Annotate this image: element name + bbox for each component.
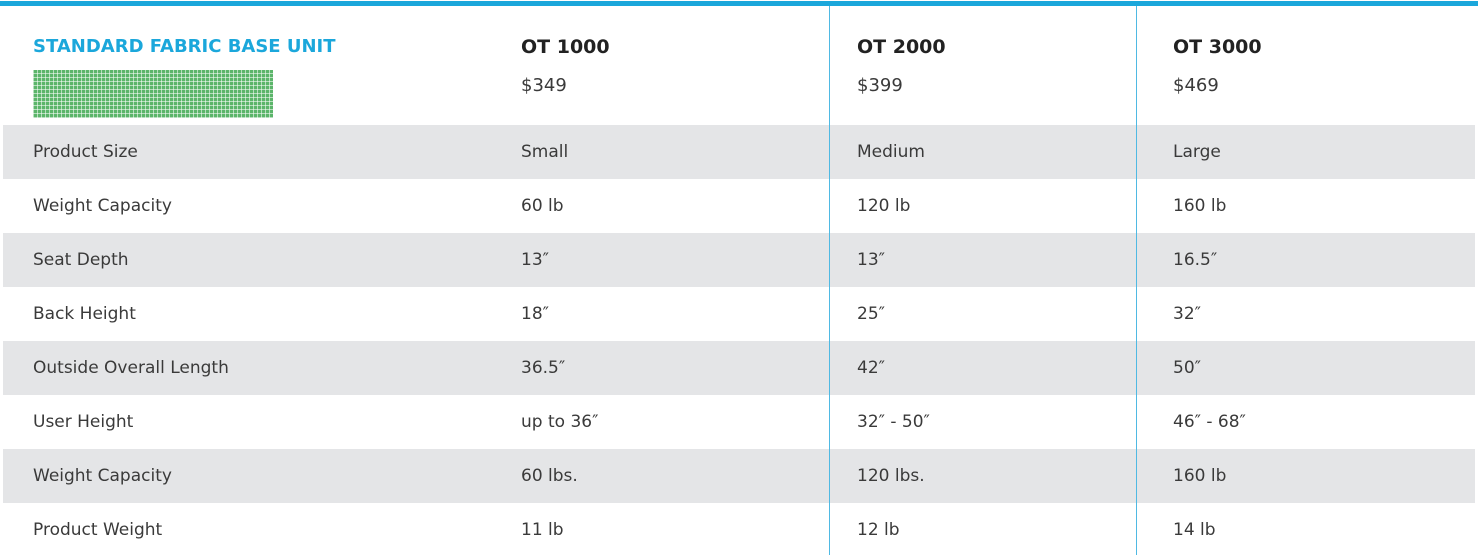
cell-value: 32″ <box>1173 287 1201 341</box>
cell-value: up to 36″ <box>521 395 598 449</box>
table-row: Weight Capacity 60 lb 120 lb 160 lb <box>3 179 1475 233</box>
table-row: Product Weight 11 lb 12 lb 14 lb <box>3 503 1475 557</box>
cell-value: 36.5″ <box>521 341 565 395</box>
row-label: Weight Capacity <box>33 449 172 503</box>
product-price: $349 <box>521 75 567 96</box>
row-label: Back Height <box>33 287 136 341</box>
cell-value: Medium <box>857 125 925 179</box>
cell-value: 32″ - 50″ <box>857 395 930 449</box>
cell-value: 60 lbs. <box>521 449 578 503</box>
cell-value: 13″ <box>521 233 549 287</box>
top-rule <box>0 1 1478 6</box>
column-divider <box>829 6 830 555</box>
cell-value: 160 lb <box>1173 449 1226 503</box>
row-label: Weight Capacity <box>33 179 172 233</box>
fabric-swatch <box>33 70 273 118</box>
cell-value: 120 lb <box>857 179 910 233</box>
row-label: Product Weight <box>33 503 162 557</box>
table-row: User Height up to 36″ 32″ - 50″ 46″ - 68″ <box>3 395 1475 449</box>
cell-value: 13″ <box>857 233 885 287</box>
product-price: $399 <box>857 75 903 96</box>
cell-value: 18″ <box>521 287 549 341</box>
table-row: Seat Depth 13″ 13″ 16.5″ <box>3 233 1475 287</box>
cell-value: 46″ - 68″ <box>1173 395 1246 449</box>
table-row: Product Size Small Medium Large <box>3 125 1475 179</box>
table-row: Outside Overall Length 36.5″ 42″ 50″ <box>3 341 1475 395</box>
cell-value: Large <box>1173 125 1221 179</box>
cell-value: 50″ <box>1173 341 1201 395</box>
row-label: Product Size <box>33 125 138 179</box>
cell-value: 12 lb <box>857 503 900 557</box>
cell-value: 160 lb <box>1173 179 1226 233</box>
product-name: OT 1000 <box>521 36 610 58</box>
comparison-table: STANDARD FABRIC BASE UNIT OT 1000 $349 OT … <box>0 0 1478 555</box>
table-title: STANDARD FABRIC BASE UNIT <box>33 36 336 57</box>
cell-value: 16.5″ <box>1173 233 1217 287</box>
cell-value: 11 lb <box>521 503 564 557</box>
row-label: Outside Overall Length <box>33 341 229 395</box>
cell-value: 60 lb <box>521 179 564 233</box>
cell-value: 25″ <box>857 287 885 341</box>
cell-value: 14 lb <box>1173 503 1216 557</box>
cell-value: 42″ <box>857 341 885 395</box>
row-label: User Height <box>33 395 133 449</box>
cell-value: Small <box>521 125 568 179</box>
product-name: OT 2000 <box>857 36 946 58</box>
table-row: Weight Capacity 60 lbs. 120 lbs. 160 lb <box>3 449 1475 503</box>
product-price: $469 <box>1173 75 1219 96</box>
column-divider <box>1136 6 1137 555</box>
cell-value: 120 lbs. <box>857 449 925 503</box>
table-row: Back Height 18″ 25″ 32″ <box>3 287 1475 341</box>
product-name: OT 3000 <box>1173 36 1262 58</box>
row-label: Seat Depth <box>33 233 129 287</box>
